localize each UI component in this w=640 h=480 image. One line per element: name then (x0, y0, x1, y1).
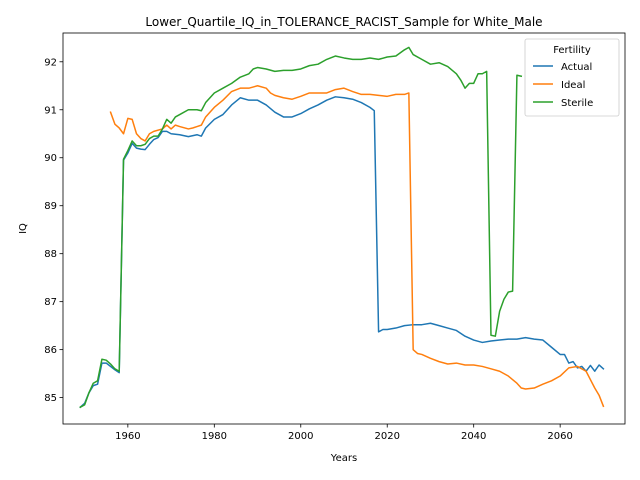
y-axis-label: IQ (18, 223, 29, 234)
y-tick-label: 85 (44, 393, 57, 404)
plot-frame (62, 32, 626, 425)
legend-label-ideal: Ideal (561, 80, 585, 91)
legend-title: Fertility (553, 45, 591, 56)
x-tick-label: 2000 (288, 431, 313, 442)
x-tick-label: 1980 (202, 431, 227, 442)
y-tick-label: 89 (44, 201, 57, 212)
series-line-actual (79, 96, 605, 409)
legend-label-actual: Actual (561, 62, 592, 73)
legend: Fertility Actual Ideal Sterile (524, 38, 620, 117)
x-axis-label: Years (330, 453, 357, 464)
series-line-sterile (79, 46, 523, 409)
legend-label-sterile: Sterile (561, 98, 593, 109)
y-tick-label: 86 (44, 345, 57, 356)
y-tick-label: 88 (44, 249, 57, 260)
y-tick-label: 90 (44, 153, 57, 164)
x-tick-label: 1960 (115, 431, 140, 442)
y-tick-label: 92 (44, 57, 57, 68)
y-tick-label: 87 (44, 297, 57, 308)
x-tick-label: 2060 (547, 431, 572, 442)
legend-box (524, 38, 620, 117)
x-tick-label: 2040 (461, 431, 486, 442)
chart-title: Lower_Quartile_IQ_in_TOLERANCE_RACIST_Sa… (145, 15, 542, 29)
axes: 1960 1980 2000 2020 2040 2060 85 86 87 88 89 90 91 92 (44, 57, 573, 442)
series-line-ideal (109, 85, 605, 408)
plot-area (79, 46, 605, 409)
x-tick-label: 2020 (375, 431, 400, 442)
y-tick-label: 91 (44, 105, 57, 116)
